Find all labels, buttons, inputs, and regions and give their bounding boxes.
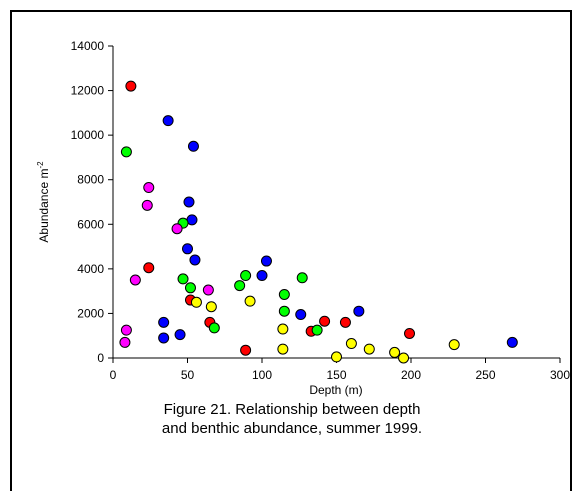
data-point xyxy=(389,346,401,358)
x-tick-label: 200 xyxy=(401,368,421,382)
data-point xyxy=(398,352,410,364)
x-axis-title: Depth (m) xyxy=(309,383,362,397)
figure-frame xyxy=(10,10,572,491)
data-point xyxy=(143,182,155,194)
figure-caption: Figure 21. Relationship between depth an… xyxy=(0,400,584,438)
y-axis-title-superscript: -2 xyxy=(36,161,45,169)
y-axis-title-main: Abundance m xyxy=(37,169,51,243)
y-tick-label: 6000 xyxy=(77,217,104,231)
x-tick-label: 150 xyxy=(326,368,346,382)
y-tick-label: 14000 xyxy=(71,39,105,53)
data-point xyxy=(234,280,246,292)
y-tick-label: 2000 xyxy=(77,306,104,320)
data-point xyxy=(183,196,195,208)
y-tick-label: 10000 xyxy=(71,128,105,142)
data-point xyxy=(120,146,132,158)
data-point xyxy=(143,262,155,274)
data-point xyxy=(177,273,189,285)
caption-line-1: Figure 21. Relationship between depth xyxy=(163,401,421,418)
data-point xyxy=(171,223,183,235)
data-point xyxy=(345,338,357,350)
data-point xyxy=(158,316,170,328)
y-axis-title: Abundance m-2 xyxy=(36,161,51,243)
data-point xyxy=(331,351,342,363)
axes xyxy=(112,46,560,359)
y-tick-label: 4000 xyxy=(77,262,104,276)
data-point xyxy=(187,140,199,152)
data-point xyxy=(277,343,289,355)
data-point xyxy=(189,254,201,266)
data-point xyxy=(506,336,518,348)
data-point xyxy=(277,323,289,335)
data-point xyxy=(174,329,186,341)
data-point xyxy=(119,336,131,348)
data-point xyxy=(353,305,365,317)
x-tick-label: 300 xyxy=(550,368,570,382)
scatter-chart: 0 2000 4000 6000 8000 10000 12000 14000 0 50 100 1… xyxy=(36,39,570,397)
data-point xyxy=(129,274,141,286)
data-point xyxy=(278,305,290,317)
data-point xyxy=(296,272,308,284)
x-tick-label: 50 xyxy=(181,368,195,382)
data-point xyxy=(311,324,323,336)
x-axis-ticks: 0 50 100 150 200 250 300 xyxy=(110,358,570,382)
y-tick-label: 12000 xyxy=(71,84,105,98)
x-tick-label: 0 xyxy=(110,368,117,382)
data-point xyxy=(448,339,460,351)
caption-line-2: and benthic abundance, summer 1999. xyxy=(161,420,423,437)
data-point xyxy=(158,332,170,344)
x-tick-label: 100 xyxy=(252,368,272,382)
data-point xyxy=(202,284,214,296)
data-points xyxy=(119,80,518,364)
data-point xyxy=(244,295,256,307)
data-point xyxy=(404,327,416,339)
data-point xyxy=(278,288,290,300)
data-point xyxy=(184,282,196,294)
data-point xyxy=(256,270,268,282)
data-point xyxy=(182,243,193,255)
data-point xyxy=(260,255,272,267)
data-point xyxy=(125,80,137,92)
data-point xyxy=(240,344,252,356)
data-point xyxy=(319,315,331,327)
data-point xyxy=(295,309,307,321)
data-point xyxy=(240,270,252,282)
y-axis-ticks: 0 2000 4000 6000 8000 10000 12000 14000 xyxy=(71,39,113,365)
y-tick-label: 0 xyxy=(97,351,104,365)
data-point xyxy=(120,324,132,336)
x-tick-label: 250 xyxy=(475,368,495,382)
y-tick-label: 8000 xyxy=(77,173,104,187)
data-point xyxy=(190,296,202,308)
data-point xyxy=(162,115,174,127)
data-point xyxy=(141,199,153,211)
data-point xyxy=(339,316,351,328)
data-point xyxy=(205,301,217,313)
data-point xyxy=(363,343,375,355)
data-point xyxy=(208,322,220,334)
